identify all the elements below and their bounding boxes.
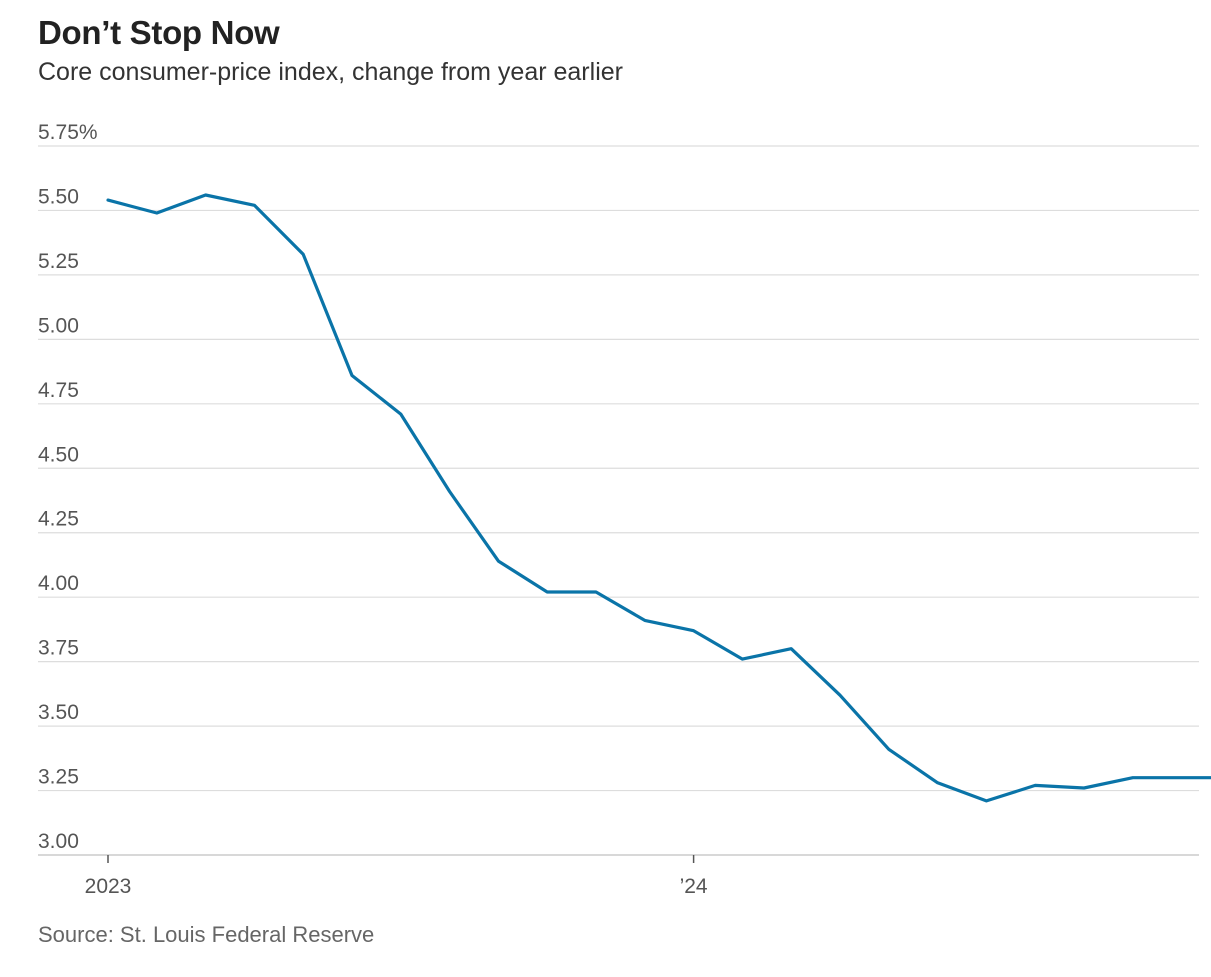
source-note: Source: St. Louis Federal Reserve bbox=[38, 922, 375, 947]
grid-lines bbox=[38, 145, 1199, 856]
y-tick-label: 4.50 bbox=[38, 443, 79, 466]
y-tick-label: 5.00 bbox=[38, 314, 79, 337]
y-tick-label: 5.75% bbox=[38, 121, 98, 144]
y-tick-label: 5.50 bbox=[38, 185, 79, 208]
chart-title: Don’t Stop Now bbox=[38, 14, 280, 51]
y-tick-label: 4.00 bbox=[38, 572, 79, 595]
x-tick-label: 2023 bbox=[85, 875, 132, 898]
y-tick-label: 3.75 bbox=[38, 637, 79, 660]
series-line bbox=[106, 193, 1211, 803]
y-axis-ticks: 5.75% 5.50 5.25 5.00 4.75 4.50 4.25 4.00 3.75 3.5… bbox=[38, 121, 98, 853]
x-tick-label: ’24 bbox=[680, 875, 708, 898]
y-tick-label: 5.25 bbox=[38, 250, 79, 273]
chart-subtitle: Core consumer-price index, change from y… bbox=[38, 58, 623, 86]
x-axis-ticks: 2023 ’24 bbox=[85, 855, 708, 898]
y-tick-label: 4.25 bbox=[38, 508, 79, 531]
y-tick-label: 4.75 bbox=[38, 379, 79, 402]
y-tick-label: 3.25 bbox=[38, 766, 79, 789]
series-layer bbox=[106, 193, 1211, 803]
y-tick-label: 3.00 bbox=[38, 830, 79, 853]
y-tick-label: 3.50 bbox=[38, 701, 79, 724]
